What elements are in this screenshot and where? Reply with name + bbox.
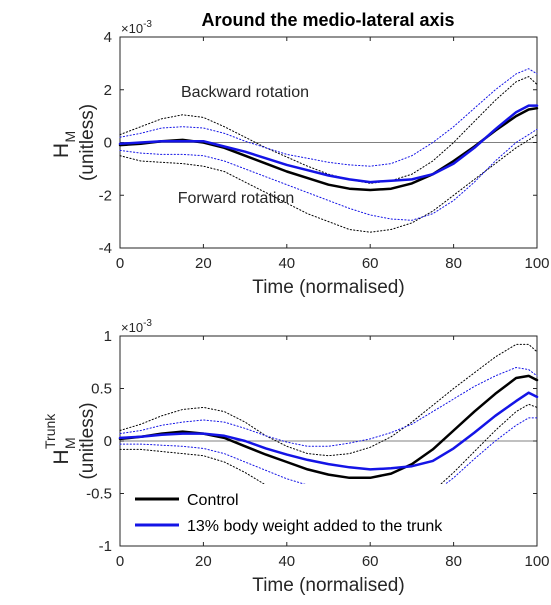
y-axis-exponent-power: -3 (143, 19, 152, 30)
x-tick-label: 20 (195, 255, 212, 272)
annotation-text: Backward rotation (181, 84, 309, 101)
legend-label: 13% body weight added to the trunk (187, 518, 443, 535)
y-axis-exponent: ×10-3 (121, 318, 152, 335)
variability-band-line (119, 417, 538, 503)
y-axis-label: (unitless) HM Trunk (42, 402, 98, 479)
y-axis-units: (unitless) (77, 402, 98, 479)
y-tick-label: 0 (104, 135, 112, 152)
y-axis-units: (unitless) (77, 104, 98, 181)
x-tick-label: 60 (362, 255, 379, 272)
y-axis-exponent: ×10-3 (121, 19, 152, 36)
x-axis-label: Time (normalised) (252, 575, 404, 596)
y-tick-label: 1 (104, 328, 112, 345)
y-tick-label: 2 (104, 82, 112, 99)
series-line-weighted (118, 391, 539, 471)
x-tick-label: 0 (116, 553, 124, 570)
figure-title: Around the medio-lateral axis (201, 10, 454, 30)
x-tick-label: 0 (116, 255, 124, 272)
x-tick-label: 80 (445, 255, 462, 272)
y-axis-exponent-base: ×10 (121, 320, 143, 335)
y-axis-exponent-base: ×10 (121, 21, 143, 36)
chart-panel-2: 0 20 40 60 80 100 -1 -0.5 0 0.5 1 ×10-3 Time (normal… (42, 318, 550, 596)
x-tick-label: 60 (362, 553, 379, 570)
series-line-weighted (118, 104, 539, 184)
legend: Control 13% body weight added to the trun… (127, 484, 522, 540)
y-axis-label: (unitless) HM (50, 104, 98, 181)
chart-panel-1: 0 20 40 60 80 100 -4 -2 0 2 4 ×10-3 Time (normalised… (50, 19, 550, 298)
y-axis-subscript: M (62, 131, 78, 143)
y-tick-label: -4 (99, 240, 112, 257)
y-axis-subscript: M (62, 437, 78, 449)
y-axis-symbol: H (50, 143, 73, 158)
variability-band-line (119, 367, 538, 447)
y-tick-label: -1 (99, 538, 112, 555)
y-axis-exponent-power: -3 (143, 318, 152, 329)
series-line-control (118, 374, 539, 480)
x-tick-label: 80 (445, 553, 462, 570)
x-axis-label: Time (normalised) (252, 277, 404, 298)
x-tick-label: 100 (524, 255, 549, 272)
x-tick-label: 20 (195, 553, 212, 570)
y-tick-label: 4 (104, 29, 112, 46)
variability-band-line (119, 343, 538, 457)
y-tick-label: -0.5 (86, 486, 112, 503)
y-axis-symbol: H (50, 449, 73, 464)
variability-band-line (119, 68, 538, 167)
x-tick-label: 100 (524, 553, 549, 570)
y-tick-label: 0.5 (91, 381, 112, 398)
variability-band-line (119, 134, 538, 233)
annotation-text: Forward rotation (178, 190, 295, 207)
variability-band-line (119, 128, 538, 221)
y-axis-superscript: Trunk (42, 413, 58, 449)
x-tick-label: 40 (278, 255, 295, 272)
legend-label: Control (187, 492, 239, 509)
legend-box (127, 484, 522, 540)
y-tick-label: -2 (99, 187, 112, 204)
x-tick-label: 40 (278, 553, 295, 570)
y-tick-label: 0 (104, 433, 112, 450)
